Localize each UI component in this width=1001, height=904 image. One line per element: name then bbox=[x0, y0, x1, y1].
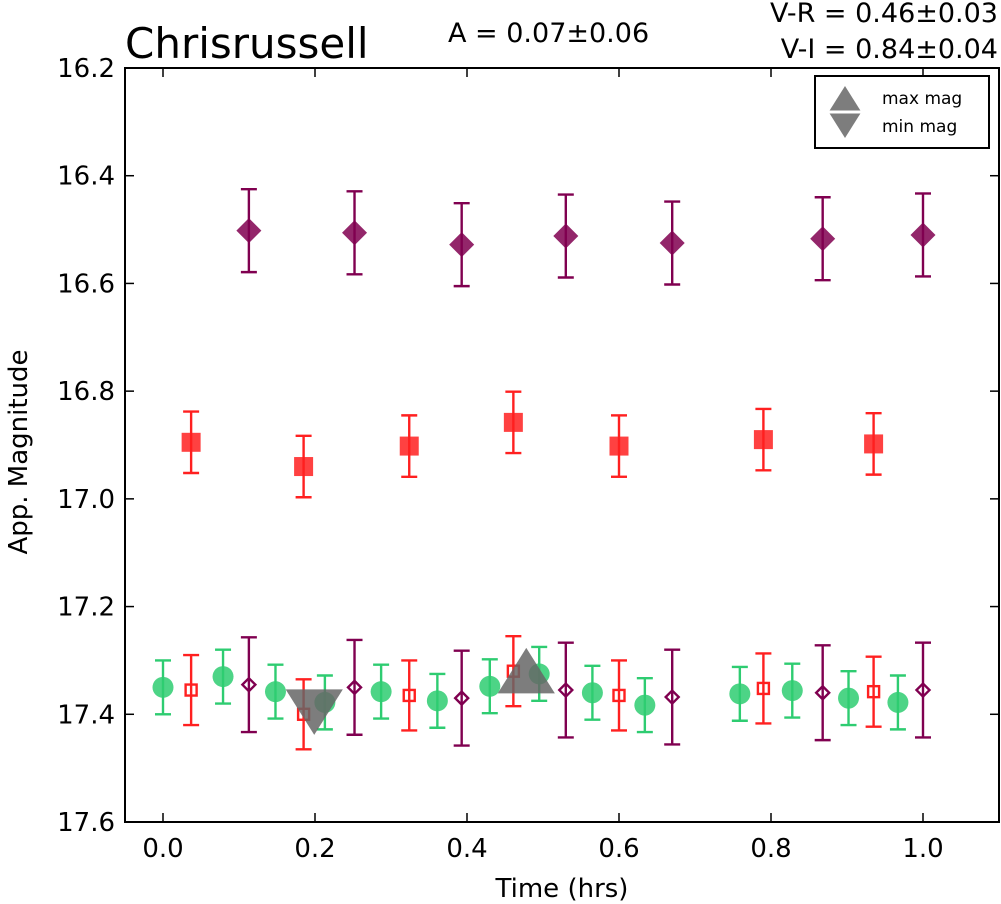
error-bar bbox=[346, 638, 363, 736]
data-point bbox=[479, 675, 501, 697]
data-point bbox=[212, 666, 234, 688]
data-point bbox=[866, 684, 881, 699]
plot-frame bbox=[124, 67, 1000, 823]
data-point bbox=[864, 434, 884, 454]
error-bar bbox=[865, 655, 882, 728]
x-tick-label: 0.4 bbox=[446, 834, 487, 864]
y-axis-label: App. Magnitude bbox=[4, 349, 34, 554]
data-point bbox=[240, 676, 258, 693]
data-point bbox=[729, 683, 751, 705]
data-point bbox=[503, 412, 523, 432]
data-point bbox=[181, 432, 201, 452]
data-point bbox=[910, 222, 936, 248]
data-point bbox=[184, 683, 198, 697]
data-point bbox=[581, 682, 603, 704]
y-tick-label: 17.0 bbox=[57, 485, 115, 515]
legend-label: max mag bbox=[882, 89, 962, 109]
data-point bbox=[756, 681, 771, 696]
data-point bbox=[664, 688, 681, 706]
data-point bbox=[914, 681, 932, 699]
legend-min-mag-icon bbox=[829, 113, 861, 138]
data-point bbox=[449, 232, 475, 258]
x-tick-label: 0.8 bbox=[750, 834, 791, 864]
extrema-markers bbox=[285, 647, 555, 735]
axes: 0.0 0.2 0.4 0.6 0.8 1.0 16.2 16.4 16.6 16.8 17.0 17… bbox=[57, 54, 1000, 864]
legend-box bbox=[814, 75, 990, 149]
error-bar bbox=[557, 641, 574, 739]
error-bar bbox=[814, 644, 831, 742]
data-point bbox=[346, 679, 363, 696]
error-bar bbox=[183, 653, 200, 727]
y-tick-label: 16.8 bbox=[57, 377, 115, 407]
y-tick-label: 16.6 bbox=[57, 269, 115, 299]
max-mag-marker bbox=[497, 647, 555, 694]
y-tick-label: 17.2 bbox=[57, 593, 115, 623]
x-tick-label: 0.6 bbox=[598, 834, 639, 864]
data-point bbox=[342, 220, 368, 246]
color-index-vr: V-R = 0.46±0.03 bbox=[770, 0, 998, 29]
data-point bbox=[152, 676, 174, 698]
error-bar bbox=[664, 648, 681, 746]
x-tick-label: 1.0 bbox=[902, 834, 943, 864]
data-point bbox=[609, 436, 629, 456]
data-point bbox=[634, 694, 656, 716]
data-point bbox=[838, 687, 860, 709]
plot-marks bbox=[152, 187, 936, 751]
legend-label: min mag bbox=[882, 117, 957, 137]
legend: max mag min mag bbox=[814, 75, 990, 149]
error-bar bbox=[240, 636, 257, 734]
data-point bbox=[399, 436, 419, 456]
color-index-vi: V-I = 0.84±0.04 bbox=[781, 34, 998, 65]
error-bar bbox=[401, 659, 418, 732]
error-bar bbox=[755, 652, 772, 725]
data-point bbox=[453, 689, 470, 707]
x-axis-label: Time (hrs) bbox=[495, 874, 629, 904]
data-point bbox=[402, 688, 416, 703]
series-4 bbox=[236, 187, 936, 288]
y-tick-label: 17.6 bbox=[57, 808, 115, 838]
data-point bbox=[810, 226, 836, 252]
amplitude-label: A = 0.07±0.06 bbox=[448, 18, 649, 49]
data-point bbox=[612, 688, 626, 703]
data-point bbox=[659, 230, 685, 256]
data-point bbox=[753, 430, 773, 450]
y-tick-label: 16.4 bbox=[57, 162, 115, 192]
error-bar bbox=[611, 659, 627, 732]
error-bar bbox=[453, 649, 470, 747]
y-tick-label: 17.4 bbox=[57, 700, 115, 730]
data-point bbox=[553, 223, 579, 249]
data-point bbox=[781, 680, 803, 702]
error-bar bbox=[915, 641, 931, 739]
x-tick-label: 0.0 bbox=[142, 834, 183, 864]
x-tick-label: 0.2 bbox=[294, 834, 335, 864]
data-point bbox=[887, 691, 909, 713]
y-tick-label: 16.2 bbox=[57, 54, 115, 84]
chart-title: Chrisrussell bbox=[125, 19, 369, 68]
data-point bbox=[814, 684, 831, 701]
data-point bbox=[426, 690, 448, 712]
min-mag-marker bbox=[285, 689, 343, 735]
data-point bbox=[557, 681, 574, 699]
data-point bbox=[264, 681, 286, 703]
data-point bbox=[236, 218, 262, 244]
series-2 bbox=[240, 636, 932, 747]
data-point bbox=[294, 457, 314, 477]
legend-max-mag-icon bbox=[829, 86, 861, 111]
series-3 bbox=[181, 390, 884, 499]
data-point bbox=[370, 681, 392, 703]
